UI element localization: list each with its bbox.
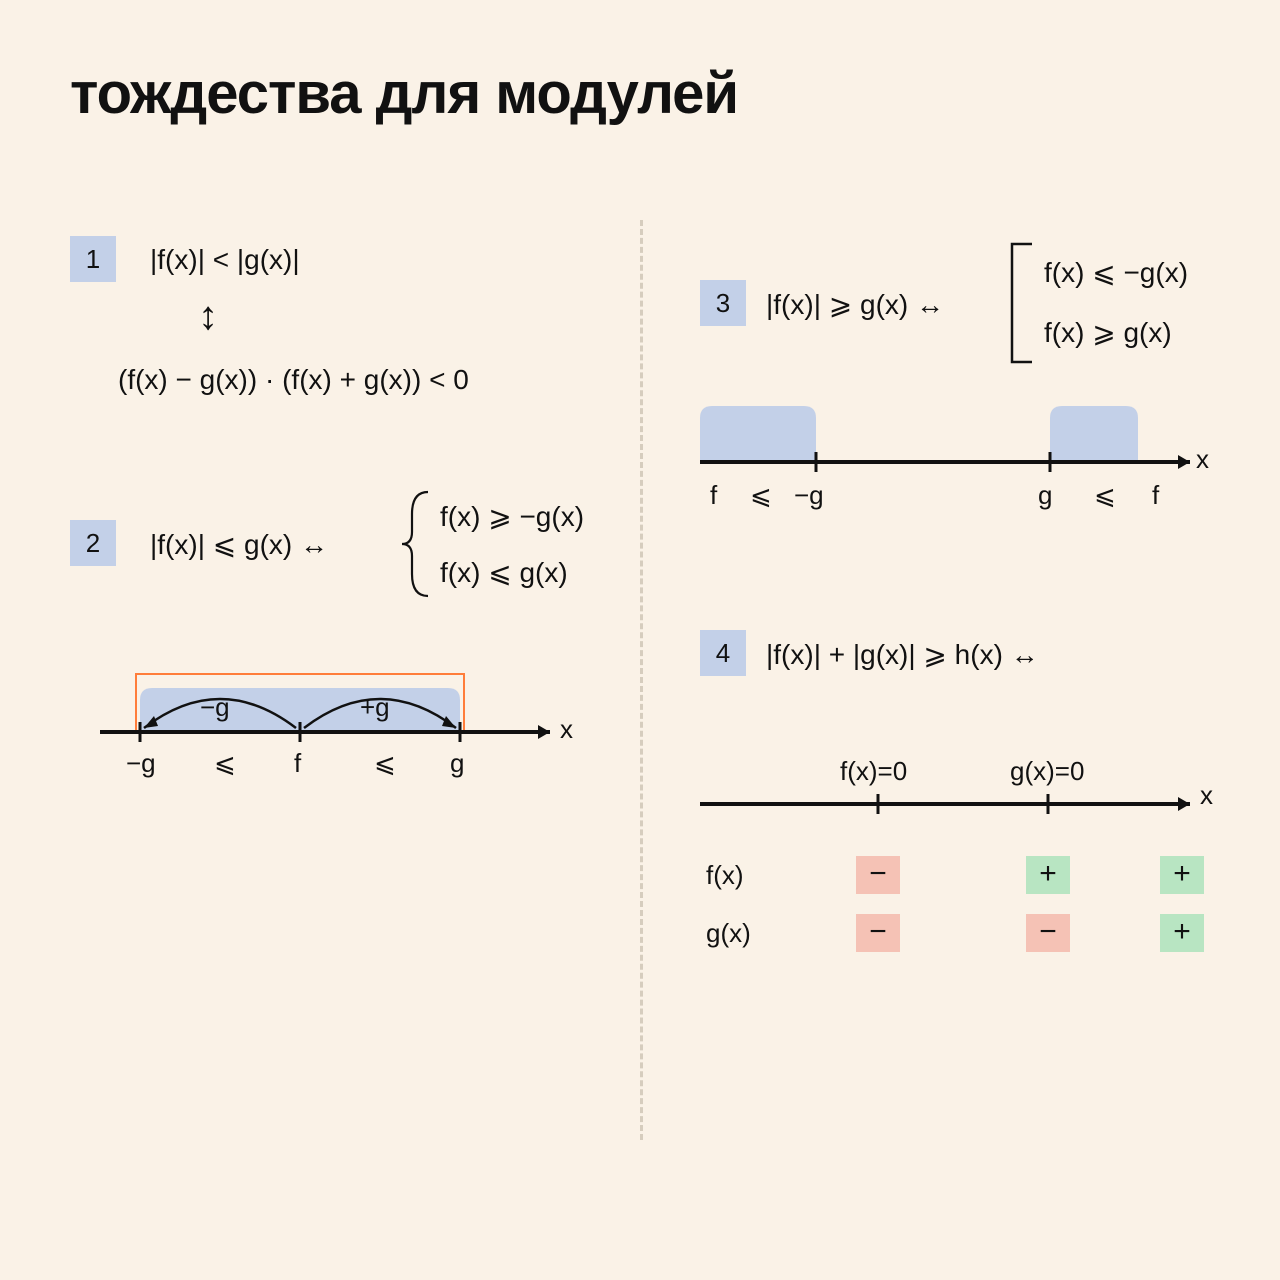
- section-4-lhs: |f(x)| + |g(x)| ⩾ h(x) ↔: [766, 638, 1039, 671]
- s3-left-le: ⩽: [750, 480, 772, 511]
- arc-label-neg-g: −g: [200, 692, 230, 723]
- section-2-numberline: [100, 670, 580, 810]
- section-3-number: 3: [700, 280, 746, 326]
- section-2-case1: f(x) ⩾ −g(x): [440, 500, 584, 533]
- section-1-arrow: ↕: [198, 294, 218, 339]
- arc-label-pos-g: +g: [360, 692, 390, 723]
- s3-left-f: f: [710, 480, 717, 511]
- page-title: тождества для модулей: [70, 60, 738, 127]
- section-2-lhs: |f(x)| ⩽ g(x) ↔: [150, 528, 328, 561]
- section-1-line2: (f(x) − g(x)) · (f(x) + g(x)) < 0: [118, 364, 469, 396]
- section-4-numberline: [700, 788, 1220, 828]
- axis-x-2: x: [560, 714, 573, 745]
- row-g-label: g(x): [706, 918, 751, 949]
- section-3-lhs: |f(x)| ⩾ g(x) ↔: [766, 288, 944, 321]
- square-bracket-3: [1006, 238, 1040, 368]
- section-3-numberline: [700, 400, 1220, 520]
- section-3-case2: f(x) ⩾ g(x): [1044, 316, 1172, 349]
- tick-g: g: [450, 748, 464, 779]
- tick-neg-g: −g: [126, 748, 156, 779]
- f-sign-3: +: [1160, 856, 1204, 894]
- s3-left-neg-g: −g: [794, 480, 824, 511]
- s3-right-le: ⩽: [1094, 480, 1116, 511]
- g-sign-1: −: [856, 914, 900, 952]
- f-sign-1: −: [856, 856, 900, 894]
- section-1-number: 1: [70, 236, 116, 282]
- s3-right-g: g: [1038, 480, 1052, 511]
- tick-f: f: [294, 748, 301, 779]
- g-sign-3: +: [1160, 914, 1204, 952]
- f-sign-2: +: [1026, 856, 1070, 894]
- curly-brace-2: [398, 484, 438, 604]
- section-2-case2: f(x) ⩽ g(x): [440, 556, 568, 589]
- section-4-number: 4: [700, 630, 746, 676]
- tick-le-1: ⩽: [214, 748, 236, 779]
- vertical-divider: [640, 220, 643, 1140]
- section-2-number: 2: [70, 520, 116, 566]
- section-1-line1: |f(x)| < |g(x)|: [150, 244, 300, 276]
- axis-x-3: x: [1196, 444, 1209, 475]
- axis-x-4: x: [1200, 780, 1213, 811]
- s3-right-f: f: [1152, 480, 1159, 511]
- row-f-label: f(x): [706, 860, 744, 891]
- section-3-case1: f(x) ⩽ −g(x): [1044, 256, 1188, 289]
- s4-tick2-label: g(x)=0: [1010, 756, 1084, 787]
- g-sign-2: −: [1026, 914, 1070, 952]
- s4-tick1-label: f(x)=0: [840, 756, 907, 787]
- tick-le-2: ⩽: [374, 748, 396, 779]
